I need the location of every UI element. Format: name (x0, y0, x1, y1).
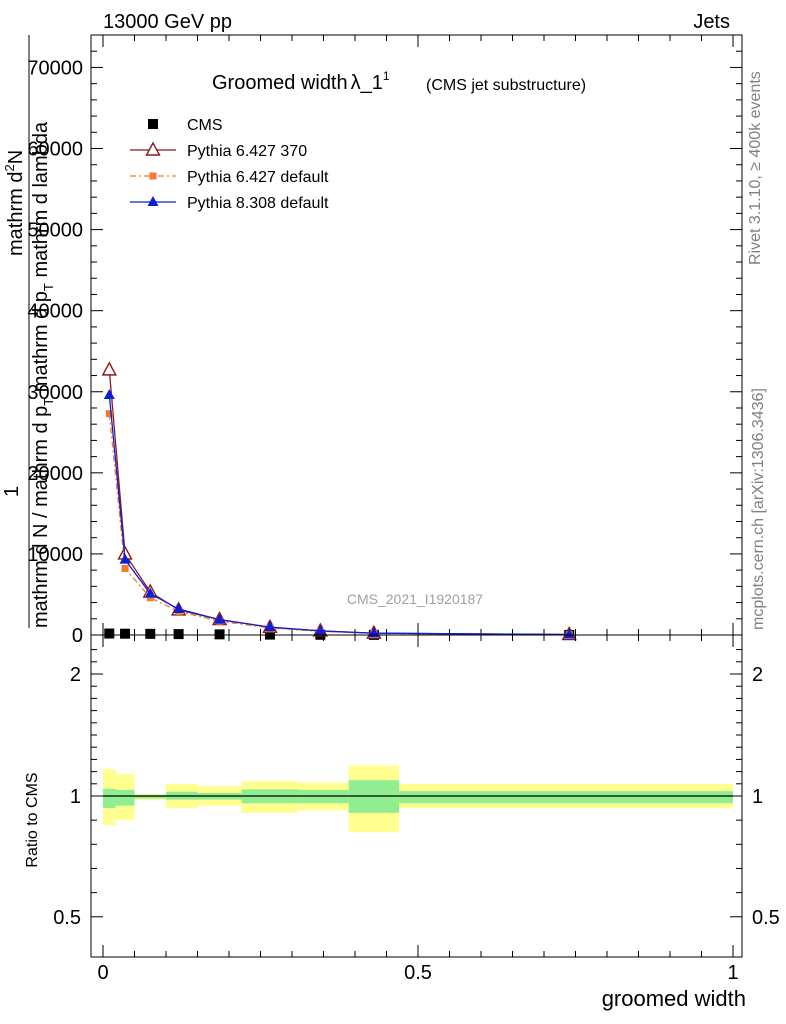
y-tick-label: 0 (72, 625, 83, 647)
ratio-y-axis: 0.5 0.5 1 1 2 2 (53, 649, 780, 929)
ratio-inner-band (103, 788, 116, 809)
series-2 (105, 410, 573, 639)
ratio-y-tick-label-right: 1 (752, 786, 763, 808)
series-1 (101, 361, 577, 641)
legend-marker (145, 141, 161, 156)
series-line (108, 394, 570, 636)
y-tick-label: 10000 (27, 544, 83, 566)
ylabel-numerator-top: mathrm d2N (2, 150, 27, 256)
y-tick-label: 20000 (27, 463, 83, 485)
ratio-inner-band (399, 791, 733, 804)
rivet-label: Rivet 3.1.10, ≥ 400k events (747, 71, 764, 265)
data-point (105, 410, 113, 418)
ylabel-top-main: mathrm d (5, 172, 27, 256)
legend-label: Pythia 8.308 default (187, 195, 329, 212)
data-point (214, 613, 226, 624)
plot-title: Groomed width λ_11 (212, 69, 390, 94)
series-line (108, 369, 570, 636)
ylabel-top-sup: 2 (2, 164, 17, 171)
y-tick-label: 60000 (27, 139, 83, 161)
y-tick-label: 30000 (27, 382, 83, 404)
plot-title-main: Groomed width (212, 72, 348, 94)
data-point (120, 628, 131, 639)
ratio-inner-band (115, 789, 135, 806)
x-tick-label: 0.5 (404, 962, 432, 984)
series-layer (101, 361, 577, 641)
ratio-ylabel: Ratio to CMS (24, 772, 41, 867)
data-point (104, 628, 115, 639)
xlabel: groomed width (602, 986, 746, 1011)
ylabel-den-sub: T (41, 398, 56, 406)
data-point (146, 594, 154, 602)
header-right: Jets (693, 11, 730, 33)
data-point (314, 624, 326, 635)
data-point (144, 587, 156, 598)
plot-title-symbol: λ_1 (351, 72, 383, 94)
ratio-x-axis: 0 0.5 1 (97, 635, 739, 984)
mcplots-label: mcplots.cern.ch [arXiv:1306.3436] (750, 388, 767, 630)
data-point (563, 628, 575, 639)
header-left: 13000 GeV pp (103, 11, 232, 33)
ratio-y-tick-label: 2 (70, 664, 81, 686)
legend-marker (149, 172, 157, 180)
legend-label: Pythia 6.427 default (187, 169, 329, 186)
data-point (101, 361, 117, 376)
data-point (145, 628, 156, 639)
legend: CMS Pythia 6.427 370 Pythia 6.427 default P… (130, 117, 329, 212)
ylabel-numerator-one: 1 (1, 486, 23, 497)
legend-marker (148, 119, 158, 129)
data-point (264, 621, 276, 632)
ratio-plot-panel: 0.5 0.51 12 2 0 0.5 1 Ratio to CMS groomed wi… (24, 634, 780, 1011)
x-tick-label: 1 (727, 962, 738, 984)
data-point (103, 389, 115, 399)
data-point (173, 603, 185, 614)
ylabel-den-main: mathrm d N / mathrm d p (30, 406, 52, 628)
ratio-y-tick-label-right: 0.5 (752, 907, 780, 929)
plot-title-superscript: 1 (383, 69, 390, 83)
data-point (173, 629, 184, 640)
y-tick-label: 40000 (27, 301, 83, 323)
ylabel-top-tail: N (5, 150, 27, 164)
main-y-axis: 0 10000 20000 30000 40000 50000 60000 70000 (27, 34, 742, 647)
data-point (121, 565, 129, 573)
ylabel-denominator: mathrm d N / mathrm d pT mathrm d pT mat… (30, 121, 56, 628)
analysis-watermark: CMS_2021_I1920187 (347, 591, 483, 607)
ylabel-den-tail: mathrm d p (30, 291, 52, 398)
ratio-y-tick-label: 1 (70, 786, 81, 808)
ylabel-den-sub2: T (41, 283, 56, 291)
plot-subtitle: (CMS jet substructure) (426, 77, 586, 94)
y-tick-label: 50000 (27, 220, 83, 242)
series-3 (103, 389, 575, 639)
ratio-y-tick-label: 0.5 (53, 907, 81, 929)
legend-marker (147, 196, 159, 206)
legend-label: Pythia 6.427 370 (187, 143, 307, 160)
ylabel-den-end: mathrm d lambda (30, 121, 52, 283)
ratio-bands (103, 765, 733, 833)
data-point (119, 553, 131, 564)
x-tick-label: 0 (97, 962, 108, 984)
series-line (108, 413, 570, 636)
data-point (214, 629, 225, 640)
ratio-y-tick-label-right: 2 (752, 664, 763, 686)
y-tick-label: 70000 (27, 57, 83, 79)
main-plot-panel: 0 10000 20000 30000 40000 50000 60000 70000 Gro… (1, 34, 743, 647)
legend-label: CMS (187, 117, 223, 134)
